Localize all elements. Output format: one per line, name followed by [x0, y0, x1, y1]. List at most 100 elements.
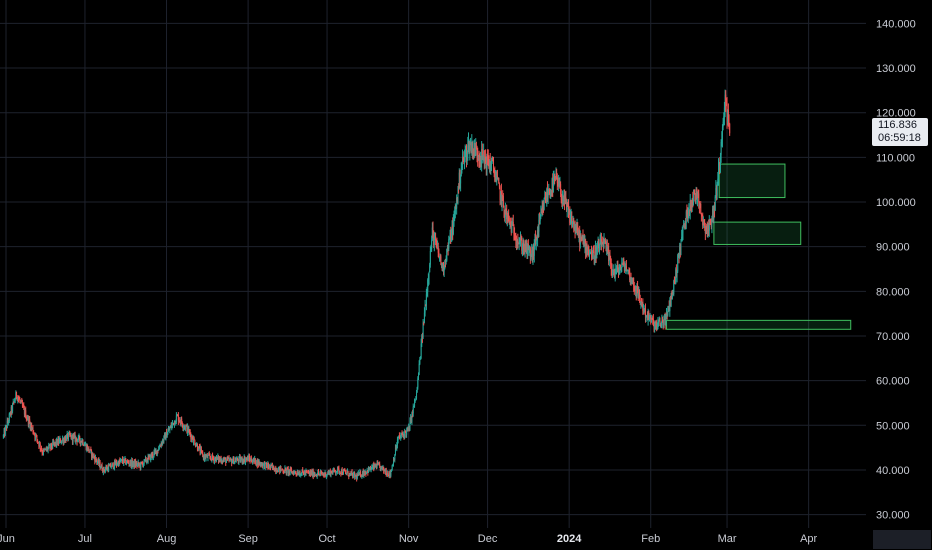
candle-body [245, 458, 247, 460]
candle-body [397, 437, 399, 441]
candle-body [300, 473, 302, 476]
candle-body [388, 475, 390, 477]
candle-body [457, 186, 459, 201]
candle-body [728, 119, 730, 124]
candle-body [27, 416, 29, 425]
candle-body [106, 467, 108, 470]
candle-body [687, 212, 689, 217]
candle-body [358, 472, 360, 476]
candle-body [18, 397, 19, 399]
candle-body [49, 444, 51, 448]
candle-body [514, 239, 516, 241]
candle-body [714, 209, 716, 211]
candle-body [5, 425, 7, 428]
candle-body [298, 473, 300, 475]
candle-body [426, 291, 428, 295]
candle-body [472, 148, 474, 156]
candle-body [462, 157, 464, 166]
candle-body [98, 459, 100, 465]
candle-body [560, 184, 562, 195]
candle-body [106, 467, 108, 470]
candle-body [686, 211, 688, 213]
candle-body [211, 454, 213, 461]
candle-body [524, 241, 526, 252]
candle-body [232, 457, 234, 462]
candle-body [339, 471, 341, 474]
candle-body [386, 474, 388, 476]
candle-body [52, 441, 54, 448]
candle-body [642, 302, 644, 311]
candle-body [35, 434, 37, 436]
candle-body [566, 205, 568, 211]
candle-body [56, 439, 58, 445]
candle-body [614, 270, 616, 278]
candle-body [229, 459, 231, 461]
candle-body [326, 474, 328, 476]
candle-body [437, 246, 439, 253]
candle-body [363, 472, 365, 476]
candle-body [3, 430, 5, 436]
candle-body [593, 249, 594, 252]
candle-body [137, 464, 139, 466]
candle-body [16, 396, 18, 400]
candle-body [93, 455, 94, 458]
candle-body [348, 475, 350, 477]
candle-body [403, 434, 405, 438]
candle-body [681, 233, 683, 237]
candle-body [269, 465, 271, 468]
candle-body [150, 454, 152, 457]
candle-body [347, 471, 349, 476]
candle-body [146, 460, 148, 462]
candle-body [585, 243, 587, 253]
candle-body [379, 466, 381, 470]
candle-body [123, 458, 125, 461]
candle-body [628, 269, 630, 272]
candle-body [72, 435, 74, 442]
candle-body [36, 435, 38, 440]
candle-body [256, 460, 258, 466]
candle-body [69, 435, 71, 437]
candle-body [41, 450, 43, 453]
candle-body [299, 473, 301, 476]
candle-body [412, 411, 414, 414]
candle-body [292, 471, 294, 473]
candle-body [484, 156, 486, 162]
candle-body [600, 239, 602, 247]
candle-body [70, 435, 72, 439]
candle-body [39, 443, 41, 447]
last-price-value: 116.836 [878, 119, 917, 131]
candle-body [54, 441, 56, 444]
candle-body [553, 177, 555, 179]
axis-corner-button[interactable] [873, 530, 931, 549]
candle-body [50, 443, 52, 448]
candle-body [634, 288, 636, 292]
candle-body [514, 234, 516, 240]
candle-body [349, 473, 351, 475]
candle-body [590, 251, 592, 253]
candle-body [158, 446, 160, 450]
candle-body [329, 470, 331, 473]
y-tick-label: 50.000 [876, 420, 910, 432]
candle-body [334, 470, 336, 472]
candle-body [589, 252, 591, 255]
candle-body [594, 256, 596, 259]
candle-body [225, 460, 227, 463]
candle-body [329, 470, 331, 476]
candle-body [85, 444, 87, 446]
candle-body [513, 225, 515, 235]
candle-body [159, 446, 161, 448]
candle-body [58, 440, 60, 444]
candle-body [341, 469, 343, 474]
candle-body [429, 250, 431, 265]
candle-body [650, 318, 652, 323]
candle-body [377, 463, 379, 465]
y-tick-label: 130.000 [876, 63, 916, 75]
candle-body [11, 407, 13, 412]
candle-body [531, 250, 533, 260]
candle-body [45, 448, 47, 450]
candle-body [39, 443, 41, 449]
candle-body [560, 194, 562, 201]
candle-body [19, 398, 21, 402]
candle-body [714, 196, 716, 211]
